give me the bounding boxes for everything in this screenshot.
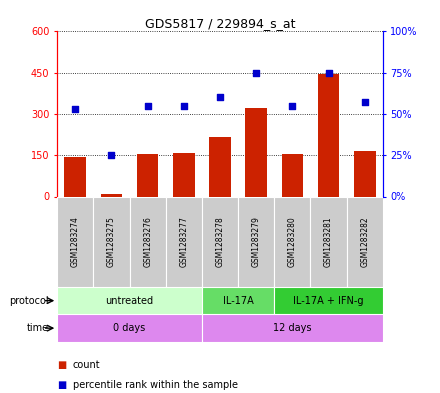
Bar (166, 196, 202, 287)
Bar (318, 74, 339, 196)
Bar (57, 314, 202, 342)
Bar (354, 151, 376, 196)
Text: GSM1283279: GSM1283279 (252, 216, 260, 267)
Text: time: time (26, 323, 48, 333)
Bar (173, 153, 194, 196)
Bar (347, 196, 383, 287)
Text: GSM1283282: GSM1283282 (360, 217, 369, 267)
Bar (238, 196, 274, 287)
Text: GSM1283275: GSM1283275 (107, 216, 116, 267)
Bar (209, 137, 231, 196)
Point (289, 103, 296, 109)
Text: 0 days: 0 days (114, 323, 146, 333)
Point (108, 152, 115, 158)
Bar (129, 196, 166, 287)
Point (180, 103, 187, 109)
Bar (137, 154, 158, 196)
Text: ■: ■ (57, 380, 66, 390)
Text: GSM1283276: GSM1283276 (143, 216, 152, 267)
Bar (202, 287, 274, 314)
Text: GSM1283280: GSM1283280 (288, 216, 297, 267)
Bar (274, 196, 311, 287)
Point (253, 70, 260, 76)
Text: GSM1283274: GSM1283274 (71, 216, 80, 267)
Bar (57, 287, 202, 314)
Point (144, 103, 151, 109)
Text: GSM1283277: GSM1283277 (180, 216, 188, 267)
Point (72, 106, 79, 112)
Text: GSM1283278: GSM1283278 (216, 216, 224, 267)
Bar (93, 196, 129, 287)
Text: IL-17A + IFN-g: IL-17A + IFN-g (293, 296, 364, 306)
Point (361, 99, 368, 106)
Bar (202, 196, 238, 287)
Title: GDS5817 / 229894_s_at: GDS5817 / 229894_s_at (145, 17, 295, 30)
Bar (202, 314, 383, 342)
Text: GSM1283281: GSM1283281 (324, 217, 333, 267)
Text: 12 days: 12 days (273, 323, 312, 333)
Bar (274, 287, 383, 314)
Text: ■: ■ (57, 360, 66, 371)
Bar (64, 156, 86, 196)
Text: protocol: protocol (9, 296, 48, 306)
Text: count: count (73, 360, 100, 371)
Bar (57, 196, 93, 287)
Text: IL-17A: IL-17A (223, 296, 253, 306)
Text: untreated: untreated (106, 296, 154, 306)
Bar (246, 108, 267, 196)
Point (325, 70, 332, 76)
Bar (282, 154, 303, 196)
Bar (311, 196, 347, 287)
Bar (101, 194, 122, 196)
Text: percentile rank within the sample: percentile rank within the sample (73, 380, 238, 390)
Point (216, 94, 224, 101)
